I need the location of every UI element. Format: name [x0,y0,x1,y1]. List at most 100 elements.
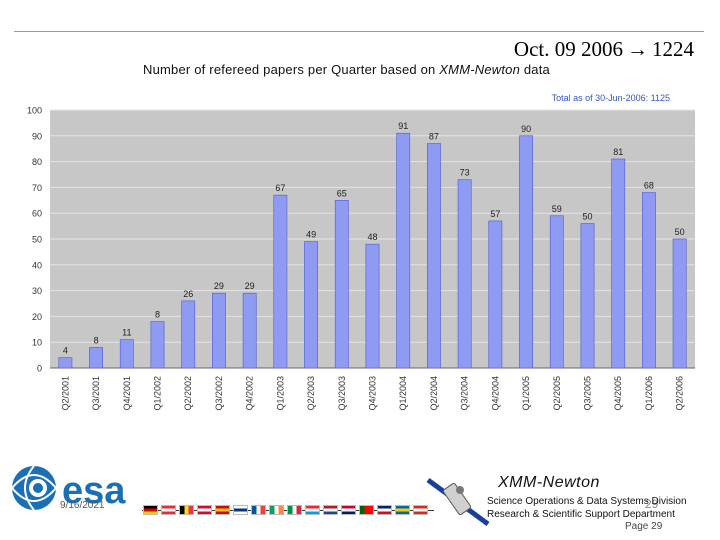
x-tick-label: Q1/2002 [153,376,163,411]
spain-flag [215,505,230,515]
x-tick-label: Q2/2005 [552,376,562,411]
x-tick-label: Q3/2002 [214,376,224,411]
esa-logo: esa [11,465,126,512]
y-tick-label: 100 [27,106,42,116]
chart-title: Number of refereed papers per Quarter ba… [143,62,550,77]
bar [365,243,380,369]
bar [672,238,687,369]
headline-count: 1224 [652,37,694,61]
austria-flag [161,505,176,515]
bar-value-label: 90 [521,124,531,134]
page-number: Page 29 [625,521,663,532]
bar-value-label: 8 [155,310,160,320]
denmark-flag [197,505,212,515]
x-tick-label: Q2/2002 [183,376,193,411]
esa-logo-text: esa [62,470,126,512]
bar [304,241,318,369]
bar [181,300,196,369]
x-tick-label: Q2/2001 [60,376,70,411]
bar [611,158,626,369]
page-number-overlay: 29 [645,497,659,511]
bar [212,292,226,369]
bar-value-label: 26 [183,289,193,299]
bar-value-label: 67 [275,183,285,193]
y-tick-label: 70 [32,183,42,193]
bar [549,215,564,369]
bar [519,135,533,369]
bar [119,339,134,369]
uk-flag [377,505,392,515]
bar-value-label: 65 [337,188,347,198]
switzerland-flag [413,505,428,515]
italy-flag [287,505,302,515]
satellite-icon [426,477,490,527]
department-name: Research & Scientific Support Department [487,509,675,520]
bar [58,357,73,369]
sweden-flag [395,505,410,515]
x-tick-label: Q1/2003 [275,376,285,411]
bar-value-label: 50 [675,227,685,237]
y-tick-label: 40 [32,260,42,270]
y-axis-ticks: 0 10 20 30 40 50 60 70 80 90 100 [27,106,42,374]
bar-value-label: 48 [367,232,377,242]
x-tick-label: Q3/2003 [337,376,347,411]
bar-value-label: 50 [582,212,592,222]
x-tick-label: Q3/2005 [583,376,593,411]
bar-value-label: 11 [122,328,131,338]
x-tick-label: Q1/2004 [398,376,408,411]
y-tick-label: 0 [37,364,42,374]
netherlands-flag [323,505,338,515]
bar [457,179,472,369]
x-tick-label: Q4/2003 [368,376,378,411]
bar [427,143,441,369]
x-tick-label: Q4/2001 [122,376,132,411]
y-tick-label: 10 [32,338,42,348]
germany-flag [143,505,158,515]
bar-value-label: 68 [644,181,654,191]
footer-date: 9/16/2021 [60,500,105,511]
member-state-flags [143,505,428,515]
header-divider [14,31,704,32]
x-tick-label: Q2/2004 [429,376,439,411]
bar-value-label: 57 [490,209,500,219]
x-tick-label: Q2/2003 [306,376,316,411]
portugal-flag [359,505,374,515]
bar-value-label: 29 [245,281,255,291]
x-tick-label: Q3/2004 [460,376,470,411]
headline: Oct. 09 2006 → 1224 [514,37,694,62]
ireland-flag [269,505,284,515]
y-tick-label: 30 [32,286,42,296]
bar [642,192,656,369]
bar-value-label: 29 [214,281,224,291]
y-tick-label: 60 [32,209,42,219]
bar [150,321,165,369]
bar [334,200,349,369]
bar [273,194,288,369]
y-tick-label: 90 [32,131,42,141]
belgium-flag [179,505,194,515]
x-tick-label: Q4/2005 [613,376,623,411]
bar-value-label: 4 [63,346,68,356]
bar [89,347,103,369]
y-tick-label: 20 [32,312,42,322]
x-tick-label: Q4/2004 [490,376,500,411]
bar-value-label: 73 [460,168,470,178]
bars [58,132,687,369]
bar-value-label: 87 [429,132,439,142]
bar [242,292,257,369]
bar-value-label: 59 [552,204,562,214]
chart-title-prefix: Number of refereed papers per Quarter ba… [143,62,440,77]
chart-title-suffix: data [520,62,550,77]
bar-value-label: 8 [94,335,99,345]
x-tick-label: Q1/2005 [521,376,531,411]
division-name: Science Operations & Data Systems Divisi… [487,496,687,507]
france-flag [251,505,266,515]
x-tick-label: Q3/2001 [91,376,101,411]
norway-flag [341,505,356,515]
luxembourg-flag [305,505,320,515]
bar-value-label: 49 [306,230,316,240]
footer-mission: XMM-Newton [498,474,600,491]
bar-value-label: 91 [398,121,408,131]
chart-title-mission: XMM-Newton [439,62,521,77]
